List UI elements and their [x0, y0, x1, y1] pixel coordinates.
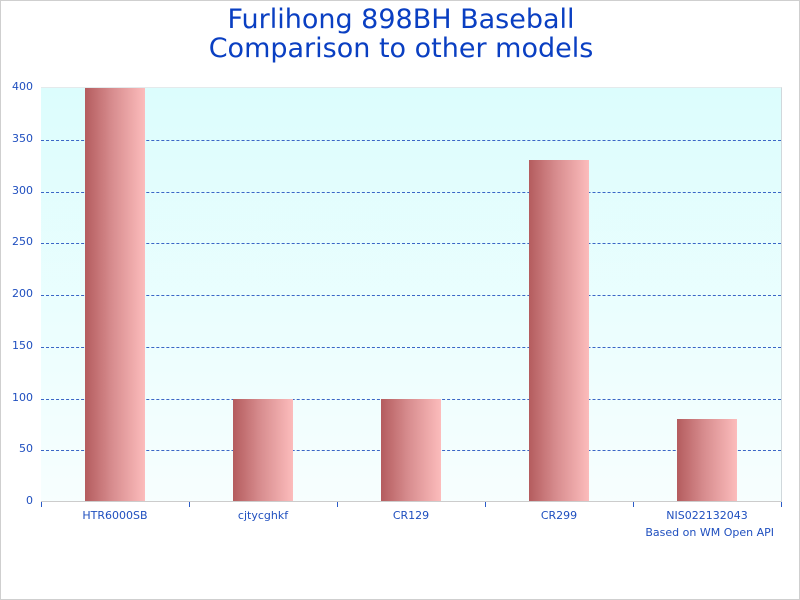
gridline — [41, 243, 781, 245]
gridline — [41, 191, 781, 193]
y-tick-label: 300 — [12, 183, 33, 197]
credit-annotation: Based on WM Open API — [645, 526, 774, 539]
y-tick-label: 50 — [19, 442, 33, 456]
y-tick-label: 400 — [12, 80, 33, 93]
y-tick-label: 200 — [12, 287, 33, 300]
x-tick-label: NIS022132043 — [666, 509, 748, 522]
bar-cjtycghkf[interactable] — [233, 398, 293, 502]
bar-cr299[interactable] — [529, 160, 589, 502]
x-axis-line — [41, 501, 781, 502]
plot-area — [41, 87, 782, 502]
gridline — [41, 139, 781, 141]
y-tick-label: 100 — [12, 390, 33, 404]
x-tick-label: CR129 — [392, 509, 430, 522]
y-tick-label: 0 — [26, 494, 33, 507]
bar-cr129[interactable] — [381, 398, 441, 502]
x-tick — [633, 502, 634, 507]
x-tick-label: cjtycghkf — [237, 509, 289, 522]
chart-subtitle: Comparison to other models — [208, 33, 594, 64]
chart-title: Furlihong 898BH Baseball — [227, 4, 575, 35]
gridline — [41, 295, 781, 296]
bar-htr6000sb[interactable] — [85, 88, 145, 502]
x-tick-label: HTR6000SB — [82, 509, 148, 522]
y-tick-label: 150 — [12, 338, 33, 352]
bar-nis022132043[interactable] — [677, 419, 737, 502]
y-tick-label: 250 — [12, 235, 33, 249]
x-tick-label: CR299 — [540, 509, 578, 522]
gridline — [41, 346, 781, 348]
x-tick — [781, 502, 782, 507]
x-tick — [337, 502, 338, 507]
x-tick — [189, 502, 190, 507]
y-tick-label: 350 — [12, 131, 33, 145]
x-tick — [41, 502, 42, 507]
x-tick — [485, 502, 486, 507]
